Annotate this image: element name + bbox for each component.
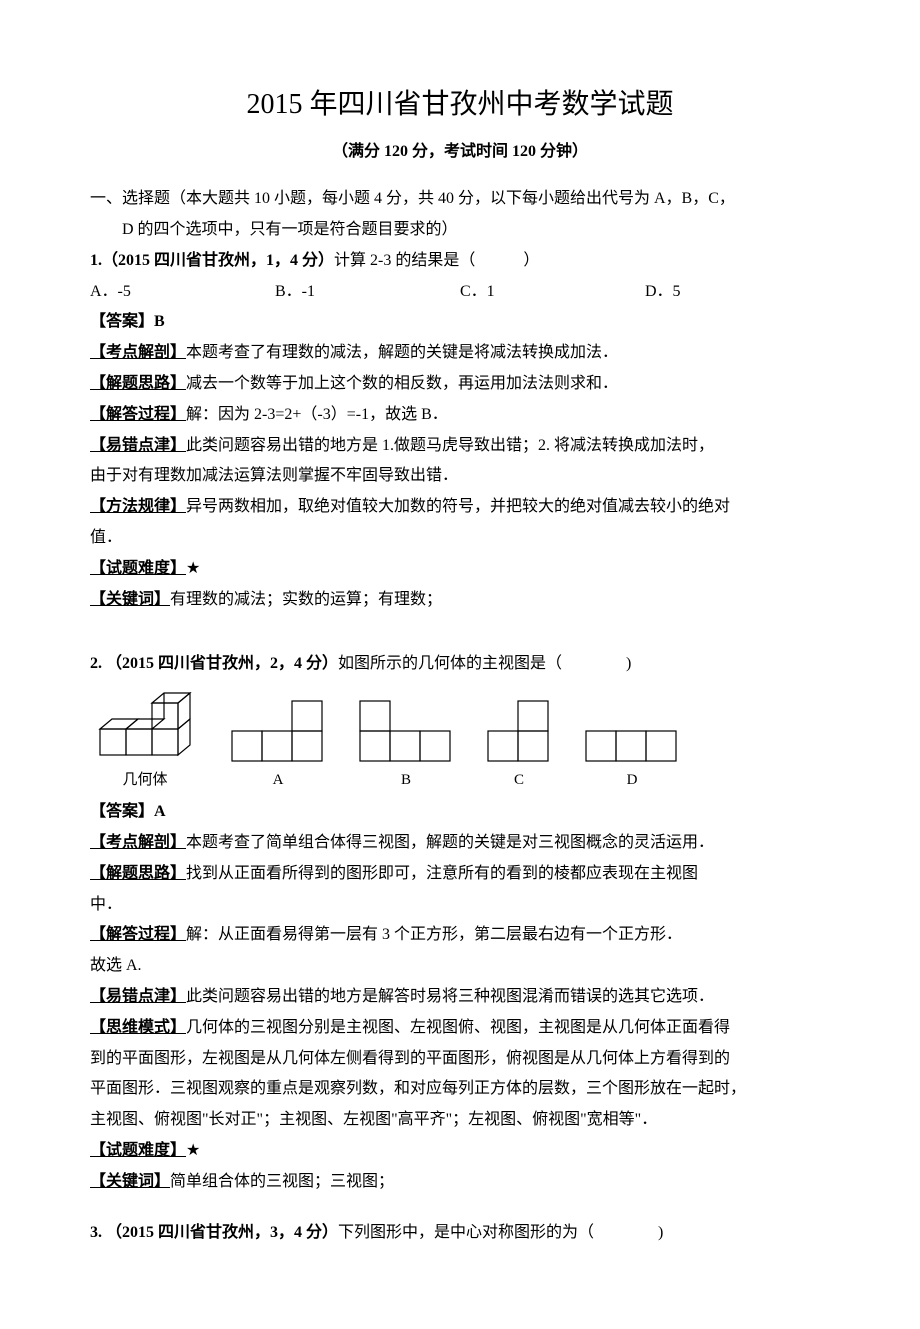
q1-nandu-text: ★ <box>186 560 200 577</box>
q2-kaodian: 【考点解剖】本题考查了简单组合体得三视图，解题的关键是对三视图概念的灵活运用． <box>90 829 830 858</box>
q2-process-text1: 解：从正面看易得第一层有 3 个正方形，第二层最右边有一个正方形． <box>186 926 682 943</box>
q1-nandu: 【试题难度】★ <box>90 555 830 584</box>
q2-kaodian-text: 本题考查了简单组合体得三视图，解题的关键是对三视图概念的灵活运用． <box>186 834 714 851</box>
option-c-icon <box>484 697 554 763</box>
q3-stem-prefix: 3. （2015 四川省甘孜州，3，4 分） <box>90 1224 338 1241</box>
q1-answer: 【答案】B <box>90 308 830 337</box>
q2-process-line2: 故选 A. <box>90 952 830 981</box>
q1-keyword-label: 【关键词】 <box>90 591 170 608</box>
q2-stem-body: 如图所示的几何体的主视图是（ ) <box>338 655 631 672</box>
q3-stem-body: 下列图形中，是中心对称图形的为（ ) <box>338 1224 663 1241</box>
q2-siwei-line2: 到的平面图形，左视图是从几何体左侧看得到的平面图形，俯视图是从几何体上方看得到的 <box>90 1045 830 1074</box>
q2-option-c-label: C <box>514 767 524 794</box>
q1-kaodian-text: 本题考查了有理数的减法，解题的关键是将减法转换成加法． <box>186 344 618 361</box>
q2-option-a-fig: A <box>228 697 328 794</box>
q2-yicuo-label: 【易错点津】 <box>90 988 186 1005</box>
q2-keyword: 【关键词】简单组合体的三视图；三视图； <box>90 1168 830 1197</box>
q2-solid: 几何体 <box>90 685 200 794</box>
q2-option-d-label: D <box>627 767 638 794</box>
q1-yicuo-line2: 由于对有理数加减法运算法则掌握不牢固导致出错． <box>90 462 830 491</box>
q2-nandu: 【试题难度】★ <box>90 1137 830 1166</box>
q1-option-d: D．5 <box>645 278 830 307</box>
q1-yicuo-line1: 【易错点津】此类问题容易出错的地方是 1.做题马虎导致出错；2. 将减法转换成加… <box>90 432 830 461</box>
q2-siwei-label: 【思维模式】 <box>90 1019 186 1036</box>
q1-silu-text: 减去一个数等于加上这个数的相反数，再运用加法法则求和． <box>186 375 618 392</box>
q2-siwei-line4: 主视图、俯视图"长对正"；主视图、左视图"高平齐"；左视图、俯视图"宽相等"． <box>90 1106 830 1135</box>
option-d-icon <box>582 727 682 763</box>
q2-keyword-label: 【关键词】 <box>90 1173 170 1190</box>
q1-stem: 1.（2015 四川省甘孜州，1，4 分）计算 2-3 的结果是（ ） <box>90 247 830 276</box>
q1-process-text: 解：因为 2-3=2+（-3）=-1，故选 B． <box>186 406 448 423</box>
q1-yicuo-text1: 此类问题容易出错的地方是 1.做题马虎导致出错；2. 将减法转换成加法时， <box>186 437 714 454</box>
q2-silu-line1: 【解题思路】找到从正面看所得到的图形即可，注意所有的看到的棱都应表现在主视图 <box>90 860 830 889</box>
q1-fangfa-text1: 异号两数相加，取绝对值较大加数的符号，并把较大的绝对值减去较小的绝对 <box>186 498 730 515</box>
q2-keyword-text: 简单组合体的三视图；三视图； <box>170 1173 394 1190</box>
page-title: 2015 年四川省甘孜州中考数学试题 <box>90 80 830 130</box>
q2-option-d-fig: D <box>582 727 682 794</box>
q2-silu-line2: 中． <box>90 891 830 920</box>
q2-siwei-line1: 【思维模式】几何体的三视图分别是主视图、左视图俯、视图，主视图是从几何体正面看得 <box>90 1014 830 1043</box>
q2-answer: 【答案】A <box>90 798 830 827</box>
q2-nandu-label: 【试题难度】 <box>90 1142 186 1159</box>
q1-keyword: 【关键词】有理数的减法；实数的运算；有理数； <box>90 586 830 615</box>
option-a-icon <box>228 697 328 763</box>
q2-figures: 几何体 A B <box>90 685 830 794</box>
q1-kaodian-label: 【考点解剖】 <box>90 344 186 361</box>
q1-option-a: A．-5 <box>90 278 275 307</box>
q1-stem-body: 计算 2-3 的结果是（ ） <box>334 252 539 269</box>
option-b-icon <box>356 697 456 763</box>
q2-silu-label: 【解题思路】 <box>90 865 186 882</box>
q2-siwei-text1: 几何体的三视图分别是主视图、左视图俯、视图，主视图是从几何体正面看得 <box>186 1019 730 1036</box>
q1-stem-prefix: 1.（2015 四川省甘孜州，1，4 分） <box>90 252 334 269</box>
section-intro-line1: 一、选择题（本大题共 10 小题，每小题 4 分，共 40 分，以下每小题给出代… <box>90 185 830 214</box>
q1-yicuo-label: 【易错点津】 <box>90 437 186 454</box>
q2-nandu-text: ★ <box>186 1142 200 1159</box>
q2-stem-prefix: 2. （2015 四川省甘孜州，2，4 分） <box>90 655 338 672</box>
q2-siwei-line3: 平面图形．三视图观察的重点是观察列数，和对应每列正方体的层数，三个图形放在一起时… <box>90 1075 830 1104</box>
q1-silu-label: 【解题思路】 <box>90 375 186 392</box>
q1-fangfa-line2: 值． <box>90 524 830 553</box>
q2-kaodian-label: 【考点解剖】 <box>90 834 186 851</box>
q1-silu: 【解题思路】减去一个数等于加上这个数的相反数，再运用加法法则求和． <box>90 370 830 399</box>
section-intro-line2: D 的四个选项中，只有一项是符合题目要求的） <box>90 216 830 245</box>
q2-option-b-fig: B <box>356 697 456 794</box>
page-subtitle: （满分 120 分，考试时间 120 分钟） <box>90 138 830 167</box>
q1-fangfa-label: 【方法规律】 <box>90 498 186 515</box>
q2-solid-label: 几何体 <box>122 767 167 794</box>
q1-keyword-text: 有理数的减法；实数的运算；有理数； <box>170 591 442 608</box>
q2-stem: 2. （2015 四川省甘孜州，2，4 分）如图所示的几何体的主视图是（ ) <box>90 650 830 679</box>
q2-process-label: 【解答过程】 <box>90 926 186 943</box>
q1-process-label: 【解答过程】 <box>90 406 186 423</box>
q2-yicuo-text: 此类问题容易出错的地方是解答时易将三种视图混淆而错误的选其它选项． <box>186 988 714 1005</box>
q2-option-c-fig: C <box>484 697 554 794</box>
q1-fangfa-line1: 【方法规律】异号两数相加，取绝对值较大加数的符号，并把较大的绝对值减去较小的绝对 <box>90 493 830 522</box>
q1-options: A．-5 B．-1 C．1 D．5 <box>90 278 830 307</box>
q1-process: 【解答过程】解：因为 2-3=2+（-3）=-1，故选 B． <box>90 401 830 430</box>
q2-process-line1: 【解答过程】解：从正面看易得第一层有 3 个正方形，第二层最右边有一个正方形． <box>90 921 830 950</box>
q1-option-c: C．1 <box>460 278 645 307</box>
q1-nandu-label: 【试题难度】 <box>90 560 186 577</box>
q3-stem: 3. （2015 四川省甘孜州，3，4 分）下列图形中，是中心对称图形的为（ ) <box>90 1219 830 1248</box>
solid-icon <box>90 685 200 763</box>
q2-option-b-label: B <box>401 767 411 794</box>
q2-silu-text1: 找到从正面看所得到的图形即可，注意所有的看到的棱都应表现在主视图 <box>186 865 698 882</box>
q1-option-b: B．-1 <box>275 278 460 307</box>
q2-option-a-label: A <box>273 767 284 794</box>
q2-yicuo: 【易错点津】此类问题容易出错的地方是解答时易将三种视图混淆而错误的选其它选项． <box>90 983 830 1012</box>
q1-kaodian: 【考点解剖】本题考查了有理数的减法，解题的关键是将减法转换成加法． <box>90 339 830 368</box>
